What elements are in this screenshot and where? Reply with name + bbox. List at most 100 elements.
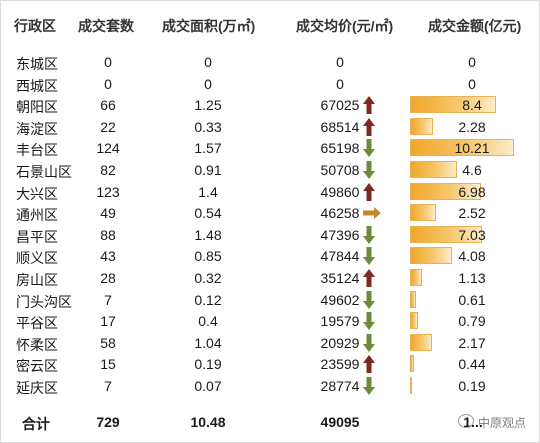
amount-bar	[410, 117, 433, 135]
cell-amount: 4.08	[458, 248, 486, 265]
cell-district: 石景山区	[16, 164, 72, 180]
cell-price: 20929	[320, 334, 360, 351]
table-row: 密云区 15 0.19 23599 0.44	[0, 354, 540, 375]
amount-bar	[410, 355, 414, 373]
total-price: 49095	[320, 414, 360, 430]
header-district: 行政区	[14, 18, 56, 34]
amount-cell: 0	[408, 75, 538, 92]
amount-cell: 0.19	[408, 377, 538, 394]
cell-price: 19579	[320, 313, 360, 330]
cell-units: 124	[96, 140, 120, 157]
amount-cell: 2.52	[408, 204, 538, 222]
cell-price: 68514	[320, 118, 360, 135]
table-row: 丰台区 124 1.57 65198 10.21	[0, 138, 540, 159]
cell-district: 平谷区	[16, 315, 58, 332]
cell-area: 0.91	[194, 162, 222, 178]
cell-area: 0.54	[194, 205, 222, 222]
cell-price: 0	[336, 54, 344, 70]
cell-units: 0	[104, 75, 112, 92]
cell-units: 0	[104, 54, 112, 70]
arrow-up-icon	[362, 117, 376, 137]
amount-bar	[410, 333, 432, 351]
amount-bar	[410, 204, 436, 222]
cell-price: 46258	[320, 205, 360, 222]
cell-area: 0	[204, 75, 212, 92]
cell-units: 43	[100, 248, 116, 265]
cell-amount: 4.6	[462, 162, 482, 178]
cell-price: 28774	[320, 378, 360, 394]
cell-units: 7	[104, 378, 112, 394]
cell-district: 东城区	[16, 56, 58, 72]
cell-area: 1.57	[194, 140, 222, 157]
table-row: 西城区 0 0 0 0	[0, 74, 540, 95]
wechat-logo-icon	[458, 414, 474, 428]
arrow-up-icon	[362, 354, 376, 374]
arrow-down-icon	[362, 225, 376, 245]
cell-amount: 2.52	[458, 205, 486, 222]
cell-amount: 6.98	[458, 183, 486, 200]
cell-units: 88	[100, 226, 116, 243]
cell-units: 123	[96, 183, 120, 200]
cell-area: 0.07	[194, 378, 222, 394]
table-row: 房山区 28 0.32 35124 1.13	[0, 268, 540, 289]
amount-cell: 8.4	[408, 96, 538, 114]
cell-area: 1.25	[194, 97, 222, 114]
arrow-down-icon	[362, 246, 376, 266]
table-header: 行政区 成交套数 成交面积(万㎡) 成交均价(元/㎡) 成交金额(亿元)	[0, 10, 540, 36]
cell-district: 房山区	[16, 272, 58, 288]
arrow-right-icon	[362, 203, 381, 223]
table-row: 石景山区 82 0.91 50708 4.6	[0, 160, 540, 181]
amount-cell: 0.79	[408, 312, 538, 330]
cell-district: 门头沟区	[16, 293, 72, 310]
amount-cell: 2.28	[408, 117, 538, 135]
arrow-up-icon	[362, 268, 376, 288]
cell-district: 朝阳区	[16, 99, 58, 116]
cell-amount: 7.03	[458, 226, 486, 243]
cell-district: 大兴区	[16, 185, 58, 202]
total-label: 合计	[22, 416, 50, 432]
cell-amount: 0.79	[458, 313, 486, 330]
amount-bar	[410, 247, 452, 265]
total-row: 合计 729 10.48 49095 1...	[0, 412, 540, 434]
amount-cell: 2.17	[408, 333, 538, 351]
cell-units: 15	[100, 356, 116, 373]
cell-units: 28	[100, 270, 116, 286]
table-row: 东城区 0 0 0 0	[0, 52, 540, 73]
cell-units: 22	[100, 118, 116, 135]
header-units: 成交套数	[78, 18, 134, 34]
cell-area: 0.19	[194, 356, 222, 373]
cell-area: 1.48	[194, 226, 222, 243]
amount-bar	[410, 161, 457, 178]
arrow-down-icon	[362, 333, 376, 353]
amount-bar	[410, 96, 496, 114]
cell-price: 67025	[320, 97, 360, 114]
cell-amount: 2.17	[458, 334, 486, 351]
amount-bar	[410, 312, 418, 330]
cell-price: 47396	[320, 226, 360, 243]
cell-district: 顺义区	[16, 250, 58, 267]
cell-district: 海淀区	[16, 120, 58, 137]
arrow-down-icon	[362, 290, 376, 310]
amount-cell: 0.61	[408, 290, 538, 308]
table-row: 延庆区 7 0.07 28774 0.19	[0, 376, 540, 397]
cell-price: 35124	[320, 270, 360, 286]
amount-bar	[410, 290, 416, 308]
header-price: 成交均价(元/㎡)	[296, 18, 394, 34]
amount-cell: 0.44	[408, 355, 538, 373]
amount-bar	[410, 182, 481, 200]
table-row: 门头沟区 7 0.12 49602 0.61	[0, 290, 540, 311]
header-amount: 成交金额(亿元)	[428, 18, 522, 34]
cell-price: 49602	[320, 291, 360, 308]
cell-area: 0.4	[198, 313, 218, 330]
cell-units: 82	[100, 162, 116, 178]
amount-cell: 7.03	[408, 225, 538, 243]
watermark-text: 中原观点	[478, 416, 527, 430]
arrow-down-icon	[362, 138, 376, 158]
watermark: 中原观点	[458, 412, 538, 432]
cell-amount: 8.4	[462, 97, 482, 114]
table-row: 朝阳区 66 1.25 67025 8.4	[0, 95, 540, 116]
table-row: 顺义区 43 0.85 47844 4.08	[0, 246, 540, 267]
cell-amount: 0.19	[458, 378, 486, 394]
amount-bar	[410, 139, 514, 157]
amount-cell: 0	[408, 53, 538, 70]
